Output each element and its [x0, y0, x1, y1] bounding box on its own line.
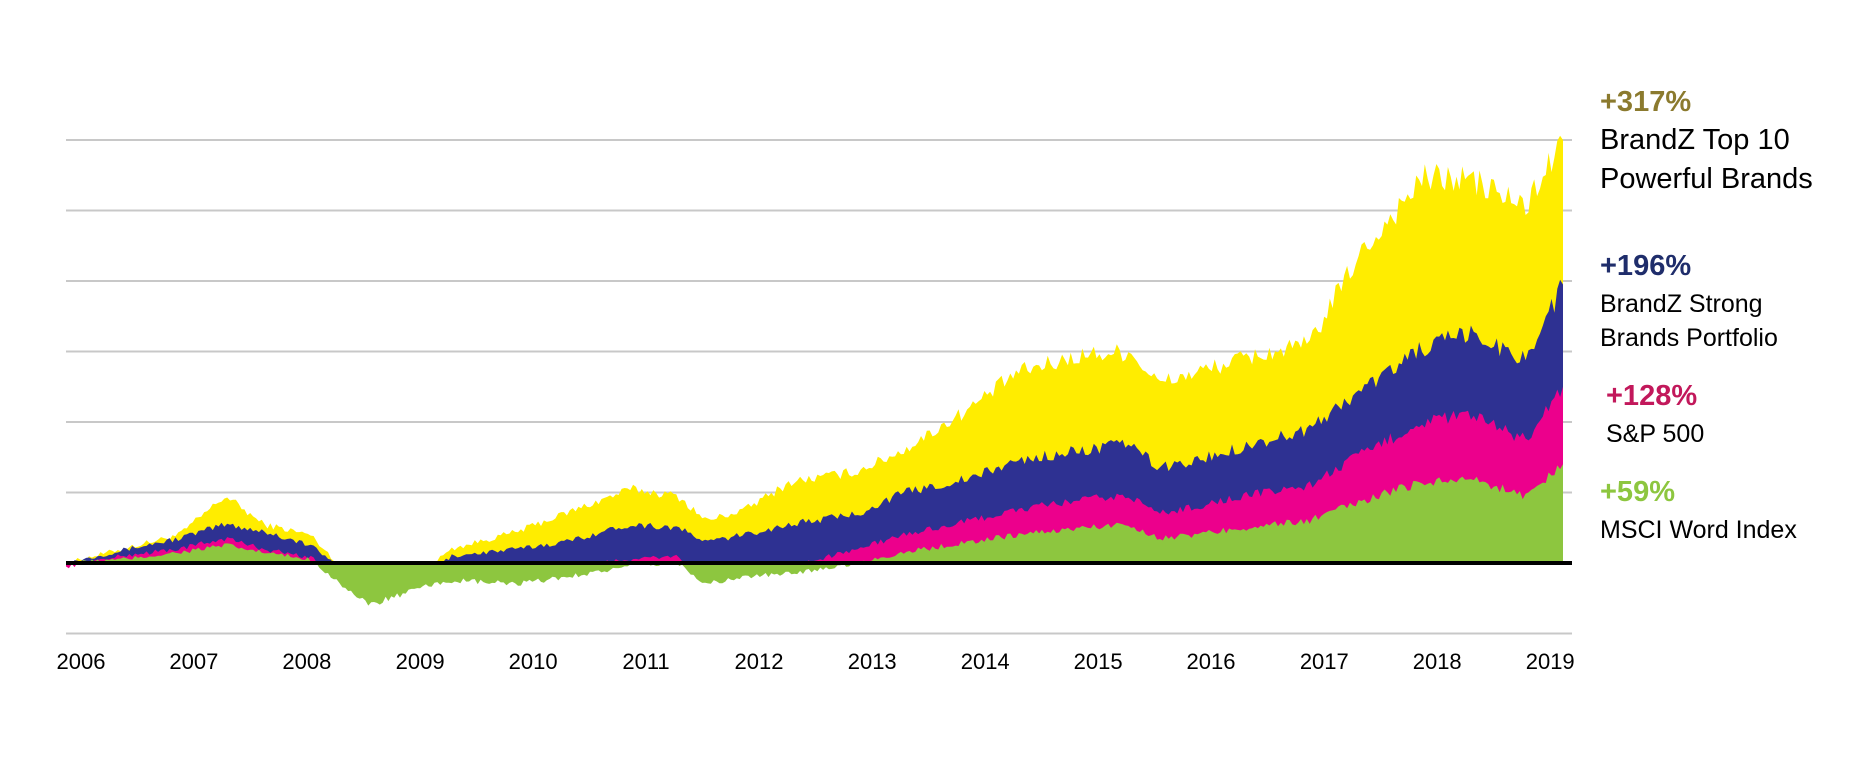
legend-strong-brands-name: BrandZ Strong Brands Portfolio: [1600, 290, 1778, 352]
series-areas: [66, 135, 1563, 606]
legend-top10-change: +317%: [1600, 86, 1692, 118]
legend-top10: +317% BrandZ Top 10 Powerful Brands: [1600, 86, 1840, 199]
x-tick-label: 2019: [1526, 649, 1575, 674]
x-tick-label: 2014: [961, 649, 1010, 674]
x-tick-label: 2008: [282, 649, 331, 674]
legend-msci-name: MSCI Word Index: [1600, 516, 1797, 544]
x-tick-label: 2017: [1300, 649, 1349, 674]
legend-sp500: +128% S&P 500: [1606, 380, 1704, 451]
area-series-3: [66, 464, 1563, 606]
x-axis-tick-labels: 2006 2007 2008 2009 2010 2011 2012 2013 2014 2015…: [57, 649, 1575, 674]
x-tick-label: 2006: [57, 649, 106, 674]
x-tick-label: 2007: [169, 649, 218, 674]
legend-msci-change: +59%: [1600, 476, 1675, 508]
x-tick-label: 2013: [848, 649, 897, 674]
legend-strong-brands: +196% BrandZ Strong Brands Portfolio: [1600, 250, 1820, 355]
x-tick-label: 2018: [1413, 649, 1462, 674]
x-tick-label: 2011: [622, 649, 669, 674]
legend-sp500-name: S&P 500: [1606, 420, 1705, 448]
x-tick-label: 2015: [1074, 649, 1123, 674]
x-tick-label: 2012: [735, 649, 784, 674]
legend-top10-name: BrandZ Top 10 Powerful Brands: [1600, 124, 1813, 195]
legend-strong-brands-change: +196%: [1600, 250, 1692, 282]
x-tick-label: 2010: [509, 649, 558, 674]
x-tick-label: 2016: [1187, 649, 1236, 674]
x-tick-label: 2009: [396, 649, 445, 674]
legend-sp500-change: +128%: [1606, 380, 1698, 412]
gridlines: [66, 139, 1572, 635]
legend-msci: +59% MSCI Word Index: [1600, 476, 1797, 547]
